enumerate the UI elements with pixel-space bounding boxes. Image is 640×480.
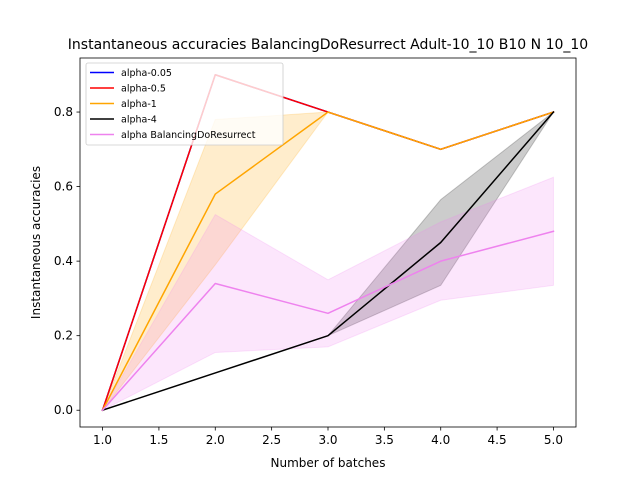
x-tick-label: 2.5 bbox=[262, 433, 281, 447]
x-tick-label: 1.5 bbox=[149, 433, 168, 447]
legend-label-alpha-1: alpha-1 bbox=[121, 99, 157, 110]
legend-label-alpha-balancingdoresurrect: alpha BalancingDoResurrect bbox=[121, 130, 256, 141]
series-line-alpha-1 bbox=[101, 111, 555, 412]
x-tick-label: 3.5 bbox=[375, 433, 394, 447]
x-tick-label: 5.0 bbox=[544, 433, 563, 447]
y-tick-label: 0.8 bbox=[54, 105, 73, 119]
series-line-alpha-4 bbox=[101, 110, 555, 412]
x-tick-label: 4.5 bbox=[488, 433, 507, 447]
legend-label-alpha-0-05: alpha-0.05 bbox=[121, 68, 172, 79]
x-tick-label: 3.0 bbox=[318, 433, 337, 447]
series-line-alpha-balancingdoresurrect bbox=[101, 230, 555, 412]
x-axis-ticks: 1.0 1.5 2.0 2.5 3.0 3.5 4.0 4.5 5.0 bbox=[93, 427, 563, 447]
y-axis-ticks: 0.0 0.2 0.4 0.6 0.8 bbox=[54, 105, 80, 417]
y-tick-label: 0.2 bbox=[54, 329, 73, 343]
chart-title: Instantaneous accuracies BalancingDoResu… bbox=[68, 37, 588, 53]
legend-label-alpha-0-5: alpha-0.5 bbox=[121, 84, 166, 95]
y-tick-label: 0.6 bbox=[54, 180, 73, 194]
x-tick-label: 1.0 bbox=[93, 433, 112, 447]
x-tick-label: 4.0 bbox=[431, 433, 450, 447]
y-tick-label: 0.4 bbox=[54, 254, 73, 268]
y-tick-label: 0.0 bbox=[54, 403, 73, 417]
y-axis-label: Instantaneous accuracies bbox=[29, 166, 43, 319]
x-tick-label: 2.0 bbox=[206, 433, 225, 447]
x-axis-label: Number of batches bbox=[271, 456, 386, 470]
legend: alpha-0.05 alpha-0.5 alpha-1 alpha-4 alpha B… bbox=[85, 62, 284, 146]
series-lines bbox=[101, 74, 555, 412]
legend-label-alpha-4: alpha-4 bbox=[121, 115, 157, 126]
legend-box bbox=[85, 62, 284, 146]
